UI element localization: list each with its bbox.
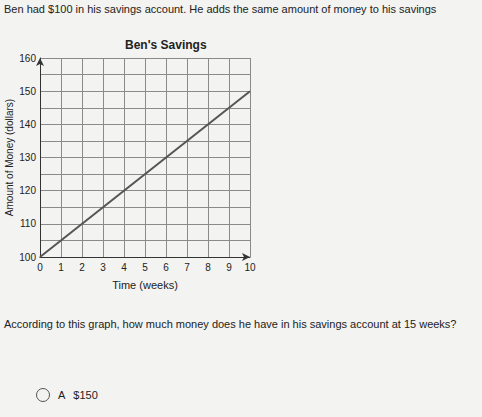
svg-text:120: 120 (19, 185, 36, 196)
svg-text:2: 2 (79, 262, 85, 273)
svg-text:Time (weeks): Time (weeks) (112, 279, 178, 291)
svg-text:4: 4 (121, 262, 127, 273)
svg-text:5: 5 (142, 262, 148, 273)
svg-text:3: 3 (100, 262, 106, 273)
svg-text:0: 0 (37, 262, 43, 273)
svg-text:9: 9 (226, 262, 232, 273)
svg-text:130: 130 (19, 152, 36, 163)
html-text:Ben had $100 in his savings ac: Ben had $100 in his savings account. He … (4, 3, 437, 15)
html-text:$150: $150 (73, 388, 98, 401)
html-text:A: A (58, 388, 66, 401)
svg-text:140: 140 (19, 119, 36, 130)
svg-text:100: 100 (19, 252, 36, 263)
svg-text:160: 160 (19, 53, 36, 64)
svg-text:8: 8 (205, 262, 211, 273)
svg-text:1: 1 (58, 262, 64, 273)
svg-text:6: 6 (163, 262, 169, 273)
svg-text:Amount of Money (dollars): Amount of Money (dollars) (4, 99, 15, 216)
svg-text:110: 110 (20, 218, 36, 229)
svg-text:10: 10 (244, 262, 256, 273)
html-text:According to this graph, how m: According to this graph, how much money … (4, 318, 457, 330)
svg-text:150: 150 (19, 86, 36, 97)
svg-text:Ben's Savings: Ben's Savings (125, 38, 207, 52)
svg-text:7: 7 (184, 262, 190, 273)
